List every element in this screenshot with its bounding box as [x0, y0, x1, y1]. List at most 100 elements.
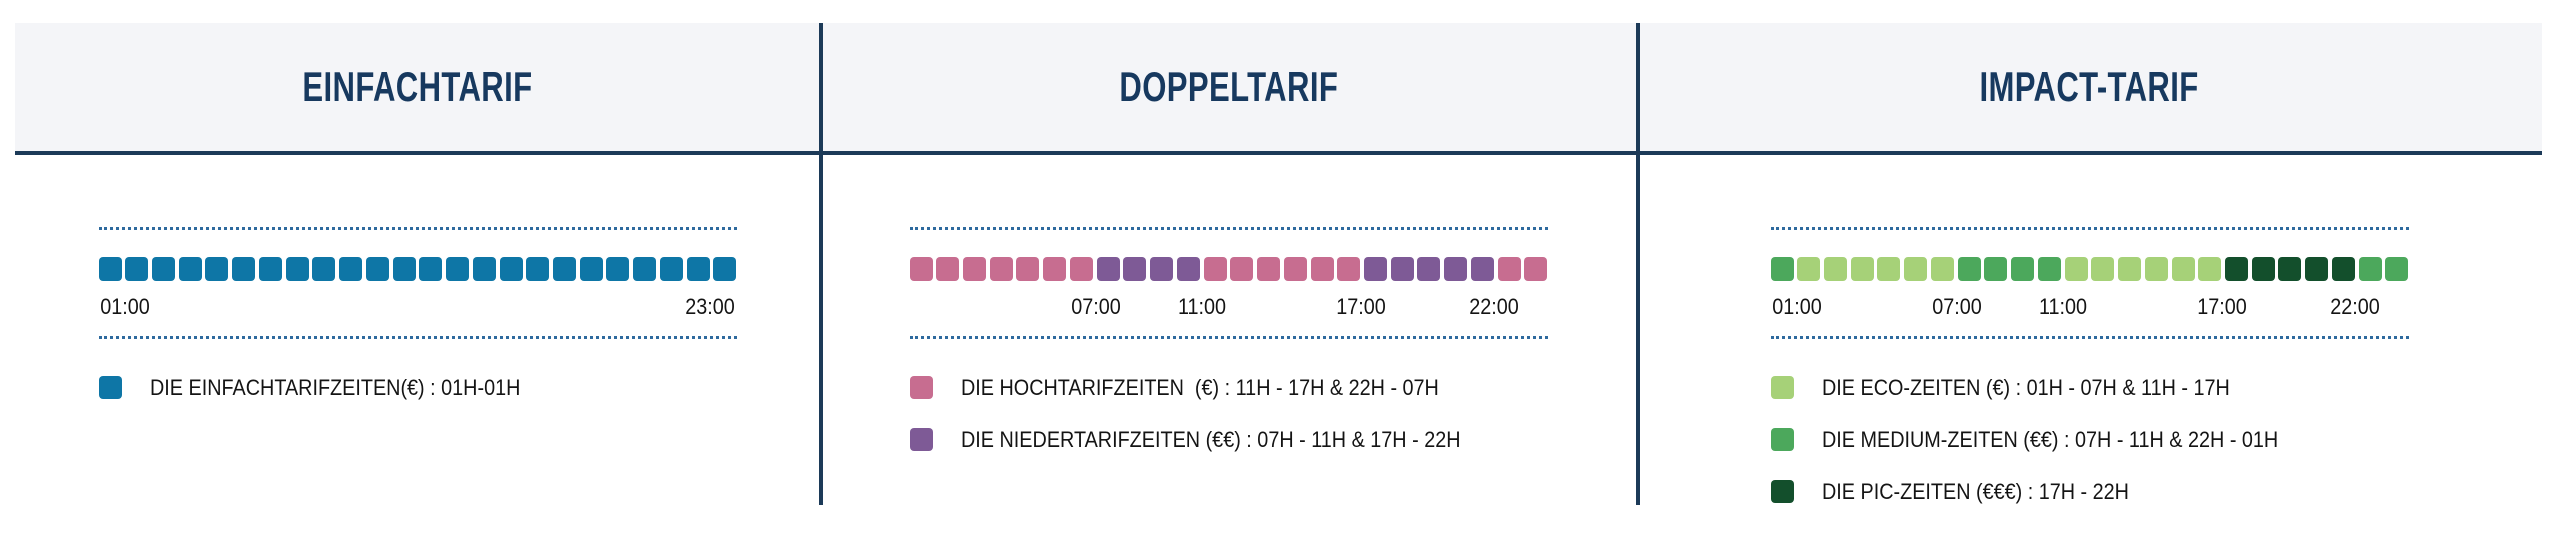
hour-square-einfach: [446, 257, 470, 281]
hour-squares-row: [909, 257, 1548, 281]
column-body: 01:00 07:00 11:00 17:00 22:00 DIE ECO-ZEITEN…: [1637, 155, 2542, 504]
time-tick-label: 11:00: [2038, 294, 2087, 319]
hour-square-eco: [2171, 257, 2195, 281]
time-axis: 01:00 07:00 11:00 17:00 22:00: [1771, 294, 2409, 320]
time-tick-label: 17:00: [2197, 294, 2248, 319]
hour-square-pic: [2278, 257, 2302, 281]
hour-squares-row: [1770, 257, 2409, 281]
dotted-separator-top: [98, 227, 737, 230]
hour-square-nieder: [1444, 257, 1468, 281]
dotted-separator-bottom: [909, 336, 1548, 339]
legend-item: DIE NIEDERTARIFZEITEN (€€) : 07H - 11H &…: [909, 426, 1548, 452]
time-tick-label: 11:00: [1177, 294, 1226, 319]
hour-square-nieder: [1390, 257, 1414, 281]
tariff-column-doppeltarif: DOPPELTARIF 07:00 11:00 17:00 22:00 DIE HOC…: [820, 23, 1637, 503]
time-tick-label: 23:00: [685, 294, 735, 319]
hour-square-eco: [2091, 257, 2115, 281]
hour-square-hoch: [1016, 257, 1040, 281]
legend-item: DIE MEDIUM-ZEITEN (€€) : 07H - 11H & 22H…: [1770, 427, 2409, 452]
legend: DIE ECO-ZEITEN (€) : 01H - 07H & 11H - 1…: [1770, 374, 2409, 504]
hour-square-einfach: [606, 257, 630, 281]
hour-square-einfach: [472, 257, 496, 281]
time-axis: 07:00 11:00 17:00 22:00: [910, 294, 1548, 320]
hour-square-nieder: [1123, 257, 1147, 281]
hour-square-hoch: [1069, 257, 1093, 281]
hour-square-nieder: [1150, 257, 1174, 281]
legend-label: DIE NIEDERTARIFZEITEN (€€) : 07H - 11H &…: [960, 426, 1461, 452]
column-header: IMPACT-TARIF: [1637, 23, 2542, 155]
hour-square-eco: [2144, 257, 2168, 281]
time-tick-label: 17:00: [1336, 294, 1387, 319]
legend: DIE HOCHTARIFZEITEN (€) : 11H - 17H & 22…: [909, 374, 1548, 452]
tariff-column-impact-tarif: IMPACT-TARIF 01:00 07:00 11:00 17:00 22:00 D…: [1637, 23, 2542, 504]
hour-square-einfach: [258, 257, 282, 281]
legend-item: DIE PIC-ZEITEN (€€€) : 17H - 22H: [1770, 478, 2409, 504]
legend-label: DIE ECO-ZEITEN (€) : 01H - 07H & 11H - 1…: [1821, 374, 2230, 400]
hour-strip-chart: 07:00 11:00 17:00 22:00: [909, 227, 1548, 339]
hour-square-medium: [2011, 257, 2035, 281]
hour-square-hoch: [1524, 257, 1548, 281]
hour-square-eco: [1797, 257, 1821, 281]
dotted-separator-top: [909, 227, 1548, 230]
hour-square-einfach: [125, 257, 149, 281]
legend-swatch: [98, 376, 122, 399]
hour-square-hoch: [1337, 257, 1361, 281]
column-body: 01:00 23:00 DIE EINFACHTARIFZEITEN(€) : 0…: [15, 155, 820, 400]
hour-square-nieder: [1363, 257, 1387, 281]
hour-strip-chart: 01:00 07:00 11:00 17:00 22:00: [1770, 227, 2409, 339]
legend-label: DIE PIC-ZEITEN (€€€) : 17H - 22H: [1821, 478, 2129, 504]
legend-swatch: [1770, 428, 1794, 451]
hour-square-eco: [2198, 257, 2222, 281]
hour-square-einfach: [205, 257, 229, 281]
hour-square-pic: [2331, 257, 2355, 281]
hour-strip-chart: 01:00 23:00: [98, 227, 737, 339]
hour-square-einfach: [285, 257, 309, 281]
hour-square-hoch: [989, 257, 1013, 281]
time-tick-label: 01:00: [100, 294, 150, 319]
hour-square-eco: [1877, 257, 1901, 281]
hour-square-einfach: [713, 257, 737, 281]
hour-square-medium: [1770, 257, 1794, 281]
hour-square-hoch: [1257, 257, 1281, 281]
hour-square-nieder: [1470, 257, 1494, 281]
time-tick-label: 01:00: [1772, 294, 1822, 319]
time-axis: 01:00 23:00: [99, 294, 737, 320]
legend-label: DIE EINFACHTARIFZEITEN(€) : 01H-01H: [149, 374, 520, 400]
hour-square-eco: [2064, 257, 2088, 281]
column-body: 07:00 11:00 17:00 22:00 DIE HOCHTARIFZEITEN…: [820, 155, 1637, 452]
time-tick-label: 22:00: [1469, 294, 1520, 319]
legend-item: DIE EINFACHTARIFZEITEN(€) : 01H-01H: [98, 374, 737, 400]
hour-square-einfach: [312, 257, 336, 281]
column-header: EINFACHTARIF: [15, 23, 820, 155]
hour-square-eco: [1904, 257, 1928, 281]
dotted-separator-bottom: [98, 336, 737, 339]
legend-swatch: [909, 428, 933, 451]
legend-item: DIE ECO-ZEITEN (€) : 01H - 07H & 11H - 1…: [1770, 374, 2409, 400]
legend-swatch: [1770, 376, 1794, 399]
hour-square-einfach: [552, 257, 576, 281]
hour-square-eco: [1823, 257, 1847, 281]
hour-square-hoch: [1497, 257, 1521, 281]
hour-squares-row: [98, 257, 737, 281]
column-title: IMPACT-TARIF: [1979, 63, 2200, 110]
hour-square-medium: [1984, 257, 2008, 281]
legend-label: DIE HOCHTARIFZEITEN (€) : 11H - 17H & 22…: [960, 374, 1439, 400]
tariff-column-einfachtarif: EINFACHTARIF 01:00 23:00 DIE EINFACHTARIF…: [15, 23, 820, 503]
dotted-separator-bottom: [1770, 336, 2409, 339]
hour-square-hoch: [1230, 257, 1254, 281]
time-tick-label: 07:00: [1931, 294, 1982, 319]
hour-square-hoch: [1283, 257, 1307, 281]
legend-swatch: [909, 376, 933, 399]
time-tick-label: 07:00: [1070, 294, 1121, 319]
hour-square-hoch: [1203, 257, 1227, 281]
hour-square-einfach: [339, 257, 363, 281]
column-divider: [819, 23, 823, 505]
hour-square-medium: [1957, 257, 1981, 281]
legend: DIE EINFACHTARIFZEITEN(€) : 01H-01H: [98, 374, 737, 400]
legend-swatch: [1770, 480, 1794, 503]
hour-square-einfach: [499, 257, 523, 281]
hour-square-pic: [2251, 257, 2275, 281]
hour-square-einfach: [365, 257, 389, 281]
hour-square-nieder: [1417, 257, 1441, 281]
hour-square-pic: [2224, 257, 2248, 281]
